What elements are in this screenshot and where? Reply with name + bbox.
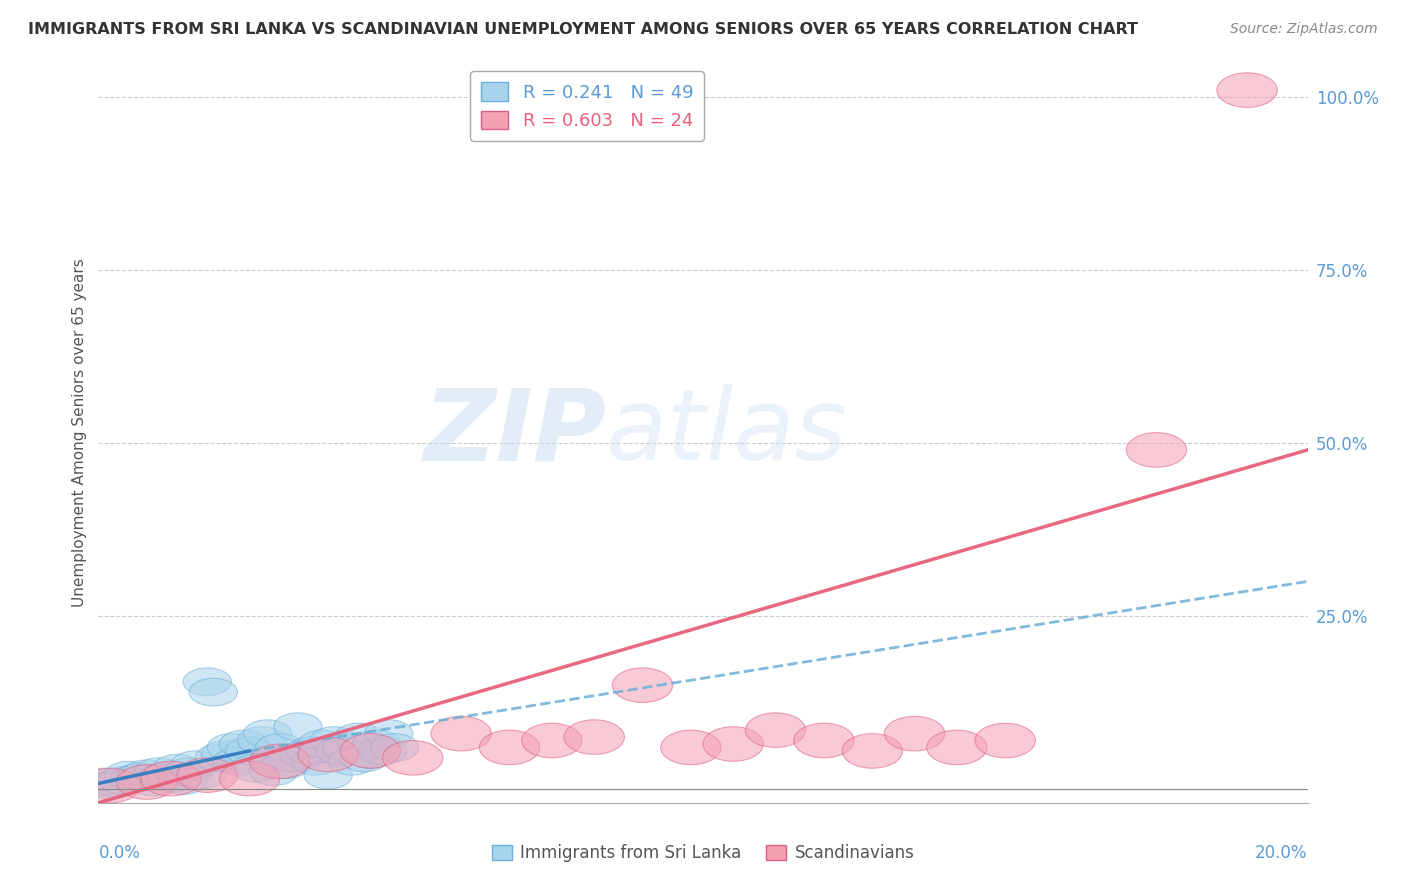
Ellipse shape bbox=[80, 768, 141, 803]
Ellipse shape bbox=[111, 764, 159, 792]
Ellipse shape bbox=[328, 747, 377, 775]
Ellipse shape bbox=[190, 678, 238, 706]
Ellipse shape bbox=[1218, 73, 1278, 107]
Ellipse shape bbox=[243, 720, 292, 747]
Ellipse shape bbox=[177, 758, 238, 792]
Text: Source: ZipAtlas.com: Source: ZipAtlas.com bbox=[1230, 22, 1378, 37]
Ellipse shape bbox=[280, 740, 328, 768]
Ellipse shape bbox=[316, 737, 364, 764]
Text: 20.0%: 20.0% bbox=[1256, 844, 1308, 862]
Ellipse shape bbox=[256, 733, 304, 761]
Ellipse shape bbox=[322, 733, 371, 761]
Ellipse shape bbox=[219, 731, 267, 758]
Ellipse shape bbox=[183, 668, 232, 696]
Ellipse shape bbox=[177, 761, 225, 789]
Text: IMMIGRANTS FROM SRI LANKA VS SCANDINAVIAN UNEMPLOYMENT AMONG SENIORS OVER 65 YEA: IMMIGRANTS FROM SRI LANKA VS SCANDINAVIA… bbox=[28, 22, 1137, 37]
Ellipse shape bbox=[346, 740, 395, 768]
Ellipse shape bbox=[80, 768, 129, 796]
Ellipse shape bbox=[214, 747, 262, 775]
Ellipse shape bbox=[793, 723, 855, 758]
Ellipse shape bbox=[884, 716, 945, 751]
Ellipse shape bbox=[207, 733, 256, 761]
Ellipse shape bbox=[335, 723, 382, 751]
Ellipse shape bbox=[267, 744, 316, 772]
Ellipse shape bbox=[129, 768, 177, 796]
Ellipse shape bbox=[1126, 433, 1187, 467]
Ellipse shape bbox=[225, 737, 274, 764]
Ellipse shape bbox=[976, 723, 1036, 758]
Ellipse shape bbox=[98, 767, 146, 795]
Ellipse shape bbox=[250, 758, 298, 786]
Ellipse shape bbox=[340, 733, 401, 768]
Ellipse shape bbox=[146, 764, 195, 792]
Ellipse shape bbox=[564, 720, 624, 755]
Ellipse shape bbox=[292, 747, 340, 775]
Ellipse shape bbox=[159, 767, 207, 795]
Ellipse shape bbox=[104, 761, 153, 789]
Ellipse shape bbox=[661, 731, 721, 764]
Text: ZIP: ZIP bbox=[423, 384, 606, 481]
Ellipse shape bbox=[371, 733, 419, 761]
Ellipse shape bbox=[340, 744, 388, 772]
Ellipse shape bbox=[703, 727, 763, 761]
Ellipse shape bbox=[359, 737, 406, 764]
Ellipse shape bbox=[274, 713, 322, 740]
Ellipse shape bbox=[122, 760, 172, 788]
Ellipse shape bbox=[745, 713, 806, 747]
Ellipse shape bbox=[201, 740, 250, 768]
Text: 0.0%: 0.0% bbox=[98, 844, 141, 862]
Ellipse shape bbox=[382, 740, 443, 775]
Ellipse shape bbox=[298, 731, 346, 758]
Ellipse shape bbox=[927, 731, 987, 764]
Ellipse shape bbox=[172, 751, 219, 779]
Ellipse shape bbox=[432, 716, 492, 751]
Ellipse shape bbox=[117, 763, 165, 790]
Ellipse shape bbox=[364, 720, 413, 747]
Ellipse shape bbox=[195, 744, 243, 772]
Legend: R = 0.241   N = 49, R = 0.603   N = 24: R = 0.241 N = 49, R = 0.603 N = 24 bbox=[470, 71, 704, 141]
Ellipse shape bbox=[285, 737, 335, 764]
Ellipse shape bbox=[479, 731, 540, 764]
Ellipse shape bbox=[117, 764, 177, 799]
Ellipse shape bbox=[842, 733, 903, 768]
Ellipse shape bbox=[238, 727, 285, 755]
Ellipse shape bbox=[153, 755, 201, 782]
Ellipse shape bbox=[135, 758, 183, 786]
Ellipse shape bbox=[522, 723, 582, 758]
Y-axis label: Unemployment Among Seniors over 65 years: Unemployment Among Seniors over 65 years bbox=[72, 259, 87, 607]
Ellipse shape bbox=[311, 727, 359, 755]
Ellipse shape bbox=[250, 744, 309, 779]
Ellipse shape bbox=[304, 761, 353, 789]
Ellipse shape bbox=[165, 758, 214, 786]
Ellipse shape bbox=[93, 770, 141, 797]
Ellipse shape bbox=[353, 731, 401, 758]
Text: atlas: atlas bbox=[606, 384, 848, 481]
Ellipse shape bbox=[141, 761, 201, 796]
Ellipse shape bbox=[262, 751, 311, 779]
Ellipse shape bbox=[232, 755, 280, 782]
Ellipse shape bbox=[219, 761, 280, 796]
Ellipse shape bbox=[86, 772, 135, 799]
Ellipse shape bbox=[141, 763, 190, 790]
Ellipse shape bbox=[298, 737, 359, 772]
Ellipse shape bbox=[612, 668, 672, 703]
